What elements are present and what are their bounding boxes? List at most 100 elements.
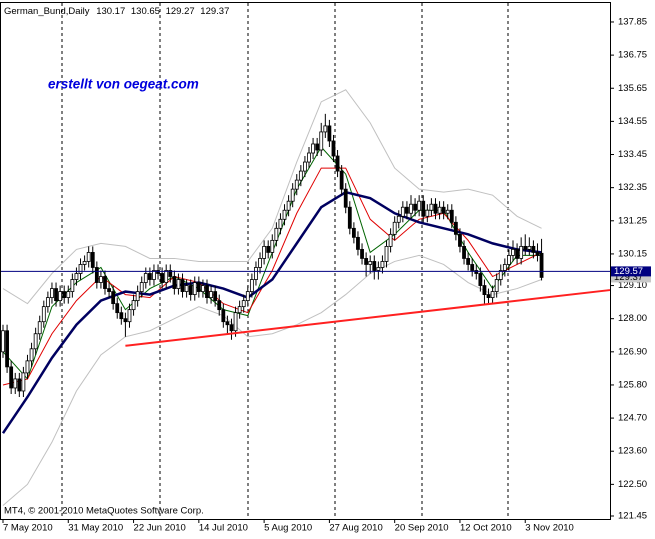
candle-body <box>258 258 262 268</box>
candle-body <box>90 252 95 268</box>
candle-body <box>507 255 511 265</box>
candle-body <box>437 206 442 214</box>
candle-body <box>74 273 79 280</box>
candle-body <box>176 279 181 289</box>
candle-body <box>327 125 332 142</box>
candle-body <box>286 200 291 211</box>
candle-body <box>527 245 532 250</box>
candle-body <box>233 312 238 332</box>
x-tick-label: 7 May 2010 <box>3 523 53 534</box>
candle-body <box>539 252 544 278</box>
candle-body <box>335 155 340 172</box>
candle-body <box>474 270 479 274</box>
plot-area <box>0 89 611 506</box>
last-price-label: 129.37 <box>614 272 643 283</box>
candle-body <box>131 300 136 311</box>
candle-body <box>41 306 46 323</box>
candle-body <box>262 245 267 259</box>
x-tick-label: 12 Oct 2010 <box>460 523 512 534</box>
candle-body <box>156 270 160 274</box>
candle-body <box>86 252 91 262</box>
y-tick-label: 133.45 <box>618 149 647 160</box>
candle-body <box>307 152 311 163</box>
candle-body <box>433 203 438 214</box>
candle-body <box>519 245 524 259</box>
y-tick-label: 135.65 <box>618 83 647 94</box>
candle-body <box>282 209 287 220</box>
bid-price-box <box>611 266 651 277</box>
candle-body <box>396 215 401 223</box>
x-tick-label: 3 Nov 2010 <box>525 523 574 534</box>
candle-body <box>490 291 495 298</box>
candle-body <box>462 245 466 259</box>
candle-body <box>143 273 148 283</box>
candle-body <box>139 282 144 292</box>
candle-body <box>413 203 417 211</box>
candle-body <box>405 206 409 214</box>
y-tick-label: 123.60 <box>618 446 647 457</box>
candle-body <box>209 291 213 298</box>
candle-body <box>502 264 507 271</box>
candle-body <box>266 245 271 253</box>
x-tick-label: 31 May 2010 <box>68 523 123 534</box>
candle-body <box>78 264 83 274</box>
candle-body <box>409 203 413 214</box>
candle-body <box>498 270 503 280</box>
candle-body <box>37 321 42 335</box>
candle-body <box>1 330 5 353</box>
candle-body <box>315 143 320 151</box>
y-tick-label: 132.35 <box>618 182 647 193</box>
candle-body <box>119 312 124 320</box>
candle-body <box>205 285 209 298</box>
candle-body <box>225 321 230 326</box>
high-value: 130.65 <box>131 6 160 17</box>
candle-body <box>294 179 299 190</box>
indicator-line <box>1 190 542 434</box>
candle-body <box>249 279 254 292</box>
x-tick-label: 27 Aug 2010 <box>329 523 382 534</box>
candle-body <box>188 285 193 295</box>
candle-body <box>152 270 156 280</box>
candle-body <box>531 245 536 253</box>
candle-body <box>400 206 405 217</box>
footer: MT4, © 2001-2010 MetaQuotes Software Cor… <box>4 506 204 517</box>
candle-body <box>29 348 34 362</box>
candle-body <box>380 261 385 268</box>
candle-body <box>172 276 177 289</box>
x-tick-label: 20 Sep 2010 <box>395 523 449 534</box>
candle-body <box>278 218 283 229</box>
candle-body <box>123 318 128 323</box>
candle-body <box>184 285 189 292</box>
candle-body <box>54 288 58 302</box>
chart-header: German_Bund,Daily 130.17 130.65 129.27 1… <box>4 6 229 17</box>
candle-body <box>523 245 528 250</box>
y-tick-label: 129.10 <box>618 280 647 291</box>
candle-body <box>421 200 426 217</box>
candle-body <box>429 203 434 211</box>
trendline <box>125 289 611 347</box>
x-tick-label: 22 Jun 2010 <box>134 523 186 534</box>
candle-body <box>25 360 30 374</box>
candle-body <box>229 324 234 332</box>
candle-body <box>445 209 450 214</box>
candle-body <box>392 221 397 235</box>
candle-body <box>384 245 389 262</box>
indicator-line <box>2 89 542 305</box>
candle-body <box>221 309 226 323</box>
candle-body <box>58 291 63 302</box>
candle-body <box>270 239 275 253</box>
candle-body <box>13 378 18 389</box>
candle-body <box>164 270 169 283</box>
candle-body <box>372 261 377 271</box>
candle-body <box>9 366 14 389</box>
candle-body <box>303 161 307 172</box>
candle-body <box>356 236 360 250</box>
y-tick-label: 137.85 <box>618 16 647 27</box>
close-value: 129.37 <box>200 6 229 17</box>
candle-body <box>515 249 519 259</box>
candle-body <box>33 333 38 350</box>
indicator-line <box>2 254 542 506</box>
y-tick-label: 130.15 <box>618 248 647 259</box>
